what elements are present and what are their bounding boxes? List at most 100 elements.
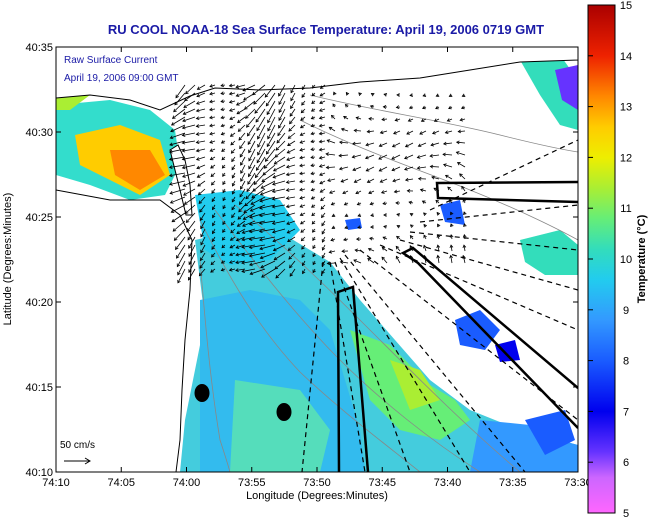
current-vector-head: [312, 253, 316, 258]
current-vector: [242, 228, 256, 234]
current-vector-head: [285, 196, 290, 200]
current-vector-head: [357, 104, 361, 109]
current-vector-head: [442, 152, 446, 157]
current-vector: [250, 204, 266, 212]
current-vector: [197, 172, 206, 178]
current-vector: [196, 116, 206, 120]
current-vector: [229, 244, 236, 249]
current-vector: [188, 252, 196, 265]
current-vector: [259, 212, 276, 217]
current-vector-head: [186, 228, 191, 232]
current-vector: [241, 252, 256, 256]
current-vector: [278, 108, 286, 121]
current-vector: [272, 236, 286, 242]
current-vector: [365, 154, 375, 159]
current-vector-head: [311, 92, 316, 97]
current-vector-head: [310, 139, 315, 144]
current-vector: [212, 220, 216, 226]
current-vector: [286, 212, 296, 216]
current-vector-head: [249, 262, 253, 267]
current-vector-head: [311, 204, 315, 208]
current-vector-head: [331, 213, 336, 218]
current-vector: [319, 156, 326, 159]
current-vector: [247, 172, 256, 185]
current-vector-head: [366, 129, 371, 134]
y-axis-ticks: 40:35 40:30 40:25 40:20 40:15 40:10: [25, 42, 578, 479]
current-vector: [265, 92, 276, 107]
current-vector-head: [310, 163, 314, 168]
current-vector-head: [367, 258, 371, 262]
current-vector-head: [230, 150, 235, 154]
current-vector: [247, 132, 256, 145]
current-vector-head: [328, 126, 333, 131]
current-vector-head: [247, 141, 252, 146]
current-vector-head: [231, 190, 236, 195]
current-vector: [231, 148, 236, 154]
current-vector-head: [241, 245, 245, 249]
current-vector-head: [171, 115, 176, 119]
current-vector: [286, 220, 296, 225]
current-vector: [182, 172, 196, 178]
current-vector-head: [228, 267, 233, 272]
current-vector: [299, 180, 306, 183]
current-vector-head: [319, 93, 324, 97]
current-vector: [434, 118, 440, 122]
current-vector-head: [351, 141, 356, 146]
current-vector-head: [274, 265, 279, 270]
current-vector: [394, 190, 401, 193]
current-vector: [286, 180, 296, 183]
current-vector-head: [435, 105, 439, 110]
current-vector-head: [318, 108, 323, 112]
current-vector-head: [235, 245, 240, 249]
current-vector-head: [230, 222, 235, 226]
current-vector: [229, 100, 236, 103]
current-vector: [248, 164, 256, 177]
current-vector: [209, 108, 216, 111]
current-vector-head: [409, 224, 414, 228]
current-vector: [352, 142, 362, 145]
current-vector: [321, 220, 326, 226]
current-vector-head: [300, 117, 304, 121]
current-vector-head: [171, 218, 176, 223]
current-vector-head: [318, 164, 323, 168]
current-vector: [288, 252, 296, 260]
current-vector-head: [222, 229, 226, 233]
current-vector: [395, 118, 401, 121]
current-vector-head: [299, 220, 304, 225]
current-vector: [289, 260, 296, 268]
current-vector-head: [358, 92, 362, 96]
current-vector: [290, 92, 296, 101]
y-tick-label: 40:30: [25, 127, 53, 139]
current-vector-head: [321, 254, 326, 259]
current-vector-head: [241, 230, 246, 235]
current-vector-head: [318, 139, 323, 144]
current-vector-head: [240, 186, 244, 190]
current-vector: [200, 252, 206, 261]
current-vector-head: [220, 115, 225, 120]
current-vector: [263, 156, 276, 169]
current-vector: [322, 236, 326, 243]
current-vector: [367, 130, 375, 133]
current-vector: [354, 178, 362, 183]
current-vector: [319, 108, 326, 112]
current-vector-head: [285, 180, 290, 184]
current-vector-head: [170, 209, 175, 213]
current-vector-head: [406, 189, 411, 193]
current-vector: [299, 156, 306, 159]
current-vector-head: [272, 174, 277, 179]
current-vector: [239, 196, 246, 205]
current-vector: [320, 196, 326, 201]
current-vector: [237, 212, 246, 220]
colorbar-label: Temperature (°C): [636, 214, 648, 303]
current-vector: [405, 142, 414, 148]
current-vector: [256, 116, 266, 131]
current-vector-head: [310, 171, 315, 176]
current-vector: [236, 228, 246, 234]
current-vector-head: [319, 85, 324, 89]
current-vector-head: [311, 85, 316, 89]
current-vector-head: [459, 173, 463, 177]
current-vector-head: [211, 190, 215, 194]
current-vector-head: [395, 245, 400, 250]
current-vector: [229, 124, 236, 129]
current-vector-head: [169, 182, 173, 186]
